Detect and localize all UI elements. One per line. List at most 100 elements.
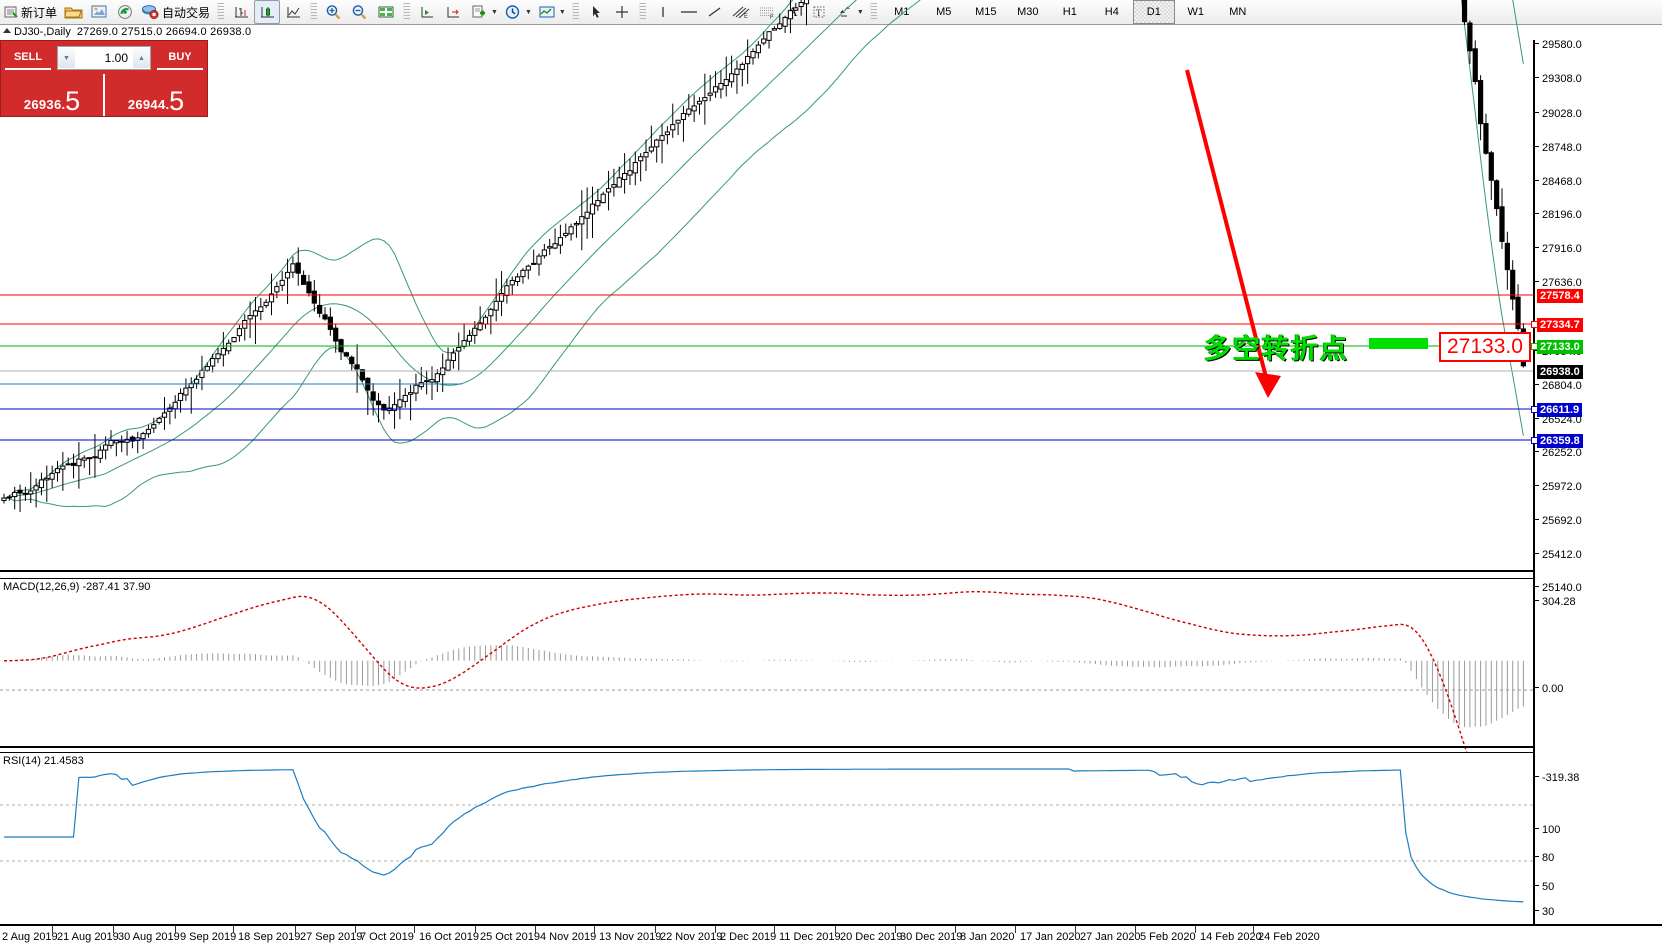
- annotation-text[interactable]: 多空转折点: [1204, 334, 1349, 365]
- buy-price[interactable]: 26944 . 5: [105, 72, 207, 116]
- folder-button[interactable]: [60, 0, 86, 24]
- tick-label: 26804.0: [1542, 380, 1582, 392]
- level-handle[interactable]: [1531, 343, 1538, 350]
- level-handle[interactable]: [1531, 321, 1538, 328]
- timeframe-h4[interactable]: H4: [1104, 6, 1119, 18]
- time-axis-tick: [835, 926, 836, 933]
- annotation-price-box[interactable]: 27133.0: [1439, 332, 1531, 362]
- indicators-dropdown-arrow[interactable]: ▼: [558, 8, 566, 16]
- timeframe-m5[interactable]: M5: [936, 6, 952, 18]
- signal-button[interactable]: [112, 0, 138, 24]
- buy-price-fraction: 5: [169, 85, 185, 116]
- price-value-label[interactable]: 26611.9: [1531, 403, 1583, 417]
- time-axis-label: 11 Dec 2019: [779, 931, 841, 943]
- price-tick: 28748.0: [1535, 142, 1582, 154]
- period-icon: [505, 5, 520, 19]
- timeframe-m15[interactable]: M15: [975, 6, 997, 18]
- pane-separator-1[interactable]: [0, 570, 1533, 572]
- timeframe-w1[interactable]: W1: [1187, 6, 1205, 18]
- price-value-label[interactable]: 26359.8: [1531, 434, 1583, 448]
- price-value-label[interactable]: 27133.0: [1531, 340, 1583, 354]
- level-handle[interactable]: [1531, 437, 1538, 444]
- fibonacci-button[interactable]: F: [754, 0, 780, 24]
- indicators-button[interactable]: [534, 0, 560, 24]
- price-value-label[interactable]: 26938.0: [1537, 365, 1583, 379]
- volume-field[interactable]: ▼ 1.00 ▲: [57, 46, 151, 70]
- vertical-line-button[interactable]: [650, 0, 676, 24]
- toolbar-separator-6: [869, 3, 877, 21]
- price-value-label[interactable]: 27334.7: [1531, 318, 1583, 332]
- equidistant-channel-button[interactable]: E: [728, 0, 754, 24]
- templates-button[interactable]: [466, 0, 492, 24]
- objects-list-button[interactable]: [832, 0, 858, 24]
- down-trend-arrow[interactable]: [1185, 69, 1281, 398]
- period-dropdown-arrow[interactable]: ▼: [524, 8, 532, 16]
- volume-increment-button[interactable]: ▲: [133, 48, 150, 68]
- main-toolbar: 新订单: [0, 0, 1662, 25]
- rsi-pane[interactable]: RSI(14) 21.4583: [0, 752, 1533, 925]
- new-order-icon: [4, 6, 18, 18]
- collapse-triangle-icon[interactable]: [3, 28, 11, 33]
- pane-separator-2[interactable]: [0, 746, 1533, 748]
- chart-symbol-label: DJ30-,Daily: [14, 26, 71, 38]
- trendline-button[interactable]: [702, 0, 728, 24]
- time-axis[interactable]: 2 Aug 2019 21 Aug 2019 30 Aug 2019 9 Sep 20…: [0, 924, 1662, 950]
- time-axis-label: 5 Feb 2020: [1140, 931, 1196, 943]
- profile-button[interactable]: [86, 0, 112, 24]
- price-chart-pane[interactable]: [0, 0, 1533, 568]
- templates-dropdown-arrow[interactable]: ▼: [491, 8, 498, 16]
- macd-pane[interactable]: MACD(12,26,9) -287.41 37.90: [0, 578, 1533, 907]
- period-button[interactable]: [500, 0, 526, 24]
- timeframe-d1[interactable]: D1: [1132, 0, 1175, 24]
- time-axis-tick: [1075, 926, 1076, 933]
- objects-dropdown-arrow[interactable]: ▼: [856, 8, 864, 16]
- zoom-in-button[interactable]: [321, 0, 347, 24]
- tick-dash: [1535, 146, 1539, 147]
- time-axis-tick: [175, 926, 176, 933]
- one-click-trading-panel[interactable]: SELL ▼ 1.00 ▲ BUY 26936 . 5 26944 . 5: [0, 40, 208, 117]
- time-axis-tick: [295, 926, 296, 933]
- time-axis-label: 2 Dec 2019: [720, 931, 777, 943]
- text-label-button[interactable]: T: [806, 0, 832, 24]
- cursor-button[interactable]: [583, 0, 609, 24]
- new-order-button[interactable]: 新订单: [0, 1, 60, 23]
- indicators-icon: [539, 6, 555, 18]
- toolbar-separator-4: [571, 3, 579, 21]
- candlestick-chart-button[interactable]: [254, 0, 281, 24]
- price-value-label[interactable]: 27578.4: [1537, 289, 1583, 303]
- zoom-out-button[interactable]: [347, 0, 373, 24]
- timeframe-mn[interactable]: MN: [1229, 6, 1247, 18]
- time-axis-tick: [594, 926, 595, 933]
- time-axis-tick: [1253, 926, 1254, 933]
- templates-icon: [472, 5, 486, 18]
- data-window-icon: [378, 6, 394, 18]
- sell-button[interactable]: SELL: [5, 46, 51, 70]
- shift-end-button[interactable]: [414, 0, 440, 24]
- timeframe-m30[interactable]: M30: [1017, 6, 1039, 18]
- tick-dash: [1535, 856, 1539, 857]
- chart-ohlc-values: 27269.0 27515.0 26694.0 26938.0: [76, 26, 252, 38]
- timeframe-h1[interactable]: H1: [1062, 6, 1077, 18]
- bar-chart-button[interactable]: [228, 0, 254, 24]
- data-window-button[interactable]: [373, 0, 399, 24]
- time-axis-tick: [233, 926, 234, 933]
- sell-price[interactable]: 26936 . 5: [1, 72, 103, 116]
- level-handle[interactable]: [1531, 406, 1538, 413]
- crosshair-button[interactable]: [609, 0, 635, 24]
- price-chart-svg: [0, 0, 1533, 512]
- macd-signal-line: [3, 590, 1525, 907]
- timeframe-m1[interactable]: M1: [894, 6, 910, 18]
- volume-decrement-button[interactable]: ▼: [58, 48, 75, 68]
- price-scale[interactable]: 29580.0 29308.0 29028.0 28748.0 28468.0 28196…: [1531, 39, 1662, 941]
- line-chart-button[interactable]: [280, 0, 306, 24]
- auto-trading-button[interactable]: 自动交易: [138, 1, 213, 23]
- chart-shift-button[interactable]: [440, 0, 466, 24]
- time-axis-label: 30 Dec 2019: [900, 931, 963, 943]
- tick-label: 25692.0: [1542, 515, 1582, 527]
- horizontal-line-button[interactable]: [676, 0, 702, 24]
- time-axis-tick: [655, 926, 656, 933]
- time-axis-label: 8 Jan 2020: [960, 931, 1015, 943]
- volume-value[interactable]: 1.00: [104, 51, 128, 65]
- tick-dash: [1535, 281, 1539, 282]
- buy-button[interactable]: BUY: [157, 46, 203, 70]
